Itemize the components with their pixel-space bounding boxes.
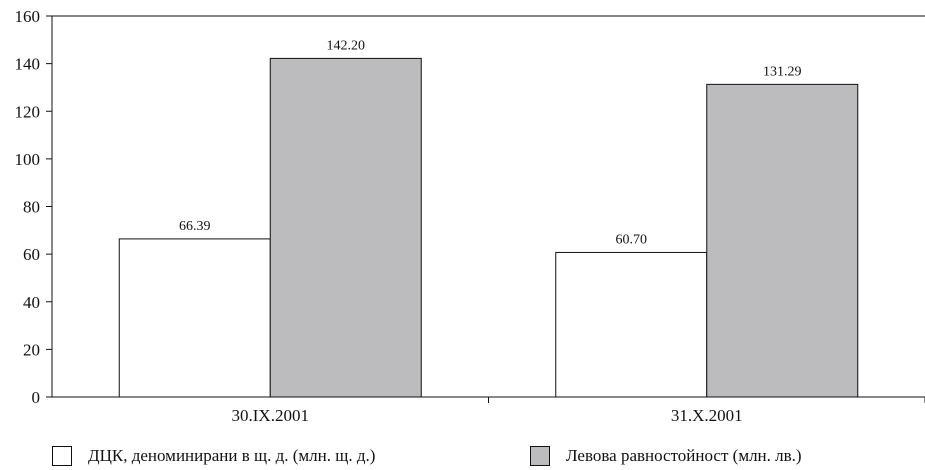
x-tick-label: 30.IX.2001: [232, 406, 309, 425]
bar-chart: 0 20 40 60 80 100 120 140 160 66.39 142.20 60.70 13…: [15, 7, 925, 425]
x-tick-label: 31.X.2001: [671, 406, 743, 425]
data-label: 142.20: [327, 38, 366, 53]
y-tick-label: 80: [23, 198, 40, 217]
data-label: 60.70: [616, 232, 648, 247]
y-tick-label: 120: [15, 102, 41, 121]
bar-series-2-2: [706, 83, 859, 398]
bar-series-2-1: [269, 57, 422, 398]
x-axis: 30.IX.2001 31.X.2001: [52, 396, 925, 425]
y-tick-label: 160: [15, 7, 41, 26]
y-axis: 0 20 40 60 80 100 120 140 160: [15, 7, 925, 407]
legend-item-series-1: ДЦК, деноминирани в щ. д. (млн. щ. д.): [52, 446, 375, 466]
legend-swatch-series-1: [52, 446, 72, 466]
y-tick-label: 0: [32, 388, 41, 407]
legend: ДЦК, деноминирани в щ. д. (млн. щ. д.) Л…: [0, 440, 925, 470]
data-label: 131.29: [763, 64, 802, 79]
y-tick-label: 40: [23, 293, 40, 312]
bar-series-1-1: [118, 238, 271, 398]
data-label: 66.39: [179, 219, 211, 234]
legend-item-series-2: Левова равностойност (млн. лв.): [530, 446, 802, 466]
legend-label-series-2: Левова равностойност (млн. лв.): [566, 446, 802, 465]
bars: [118, 57, 859, 398]
y-tick-label: 20: [23, 340, 40, 359]
legend-label-series-1: ДЦК, деноминирани в щ. д. (млн. щ. д.): [88, 446, 376, 465]
legend-swatch-series-2: [530, 446, 550, 466]
y-tick-label: 100: [15, 150, 41, 169]
bar-series-1-2: [555, 251, 708, 398]
data-labels: 66.39 142.20 60.70 131.29: [179, 38, 802, 247]
y-tick-label: 60: [23, 245, 40, 264]
y-tick-label: 140: [15, 55, 41, 74]
